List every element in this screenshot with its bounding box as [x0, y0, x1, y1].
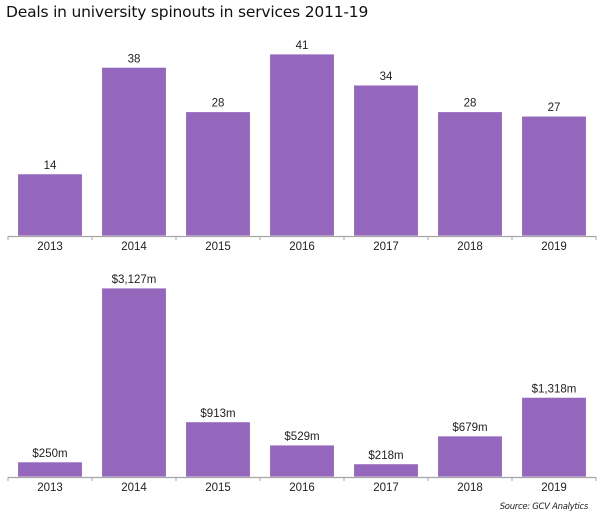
- data-label: $679m: [452, 422, 487, 434]
- data-label: 14: [44, 160, 57, 172]
- bar-value-2017: [353, 463, 419, 478]
- x-tick-label: 2015: [205, 241, 231, 253]
- bar-value-2018: [437, 435, 503, 478]
- data-label: 27: [548, 102, 561, 114]
- data-label: 41: [296, 40, 309, 52]
- bar-deals-2016: [269, 53, 335, 237]
- bar-deals-2014: [101, 66, 167, 237]
- chart-title: Deals in university spinouts in services…: [6, 3, 369, 21]
- bar-deals-2018: [437, 111, 503, 237]
- bar-value-2016: [269, 444, 335, 478]
- bar-value-2014: [101, 287, 167, 478]
- x-tick-label: 2014: [121, 241, 147, 253]
- data-label: $3,127m: [112, 274, 157, 286]
- x-tick-label: 2015: [205, 482, 231, 494]
- data-label: 34: [380, 71, 393, 83]
- x-tick-label: 2013: [37, 241, 63, 253]
- data-label: $250m: [32, 448, 67, 460]
- bar-deals-2015: [185, 111, 251, 237]
- data-label: 38: [128, 53, 141, 65]
- bar-deals-2013: [17, 173, 83, 237]
- data-label: $529m: [284, 431, 319, 443]
- x-tick-label: 2018: [457, 241, 483, 253]
- data-label: $913m: [200, 408, 235, 420]
- data-label: 28: [464, 98, 477, 110]
- source-note: Source: GCV Analytics: [499, 502, 589, 512]
- x-tick-label: 2019: [541, 482, 567, 494]
- bar-value-2015: [185, 421, 251, 478]
- x-tick-label: 2016: [289, 241, 315, 253]
- x-tick-label: 2017: [373, 482, 399, 494]
- bar-deals-2017: [353, 84, 419, 237]
- bar-value-2019: [521, 396, 587, 478]
- x-tick-label: 2017: [373, 241, 399, 253]
- x-tick-label: 2018: [457, 482, 483, 494]
- data-label: 28: [212, 98, 225, 110]
- data-label: $1,318m: [532, 383, 577, 395]
- x-tick-label: 2013: [37, 482, 63, 494]
- x-tick-label: 2014: [121, 482, 147, 494]
- bar-deals-2019: [521, 115, 587, 237]
- bar-value-2013: [17, 461, 83, 478]
- x-tick-label: 2019: [541, 241, 567, 253]
- data-label: $218m: [368, 450, 403, 462]
- x-tick-label: 2016: [289, 482, 315, 494]
